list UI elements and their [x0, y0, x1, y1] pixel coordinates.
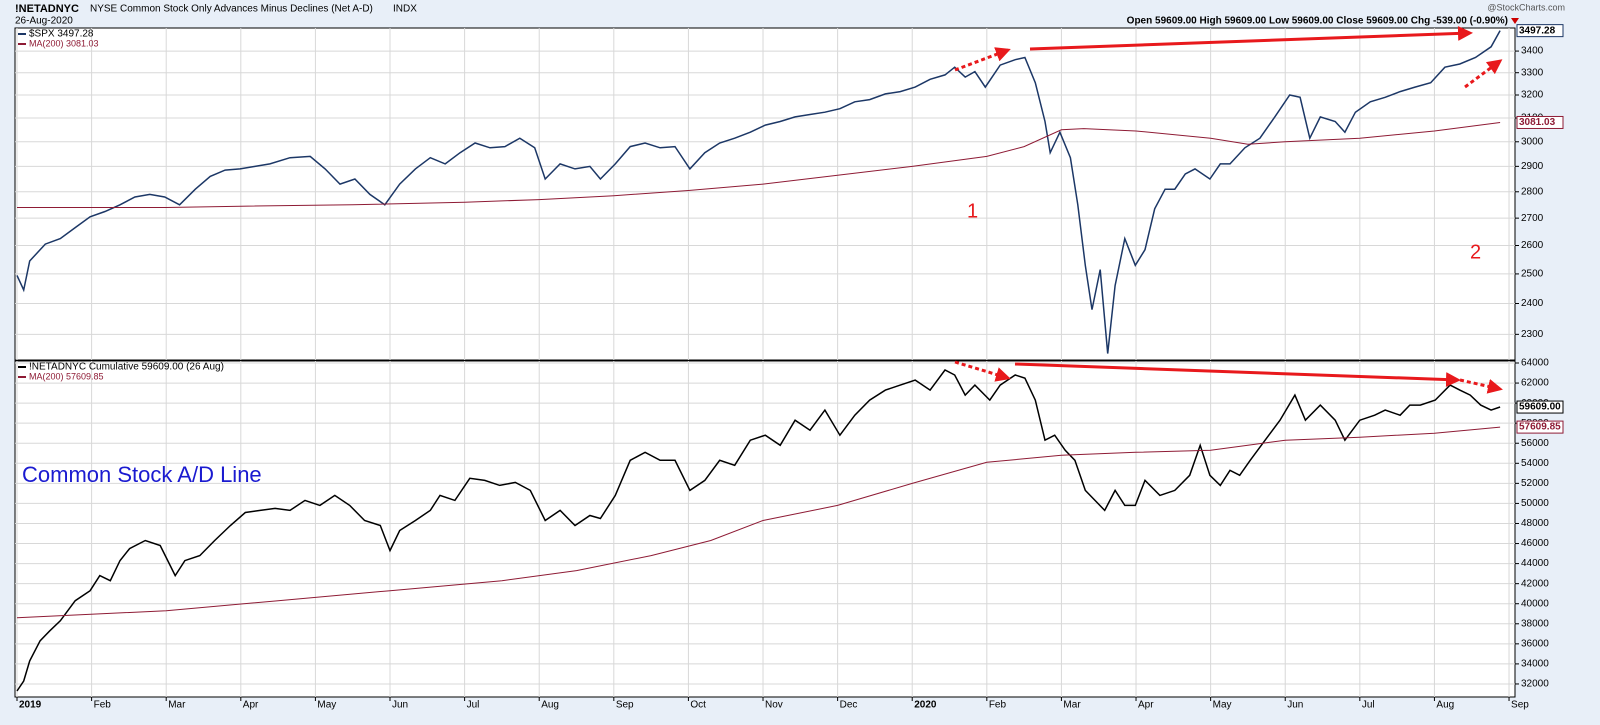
x-tick-label: Feb	[94, 700, 112, 711]
x-tick-label: 2019	[19, 700, 42, 711]
exchange: INDX	[393, 4, 417, 15]
y-tick-label: 56000	[1521, 438, 1549, 449]
series-line	[16, 426, 1501, 619]
value-label: 59609.00	[1519, 402, 1561, 413]
arrow	[1029, 25, 1473, 51]
legend-label: MA(200) 3081.03	[29, 38, 99, 48]
source: @StockCharts.com	[1487, 2, 1565, 12]
breadth-panel	[14, 360, 1516, 698]
y-tick-label: 2300	[1521, 329, 1544, 340]
y-tick-label: 2600	[1521, 240, 1544, 251]
legend-label: MA(200) 57609.85	[29, 371, 104, 381]
arrow	[954, 360, 1011, 382]
y-tick-label: 32000	[1521, 679, 1549, 690]
x-tick-label: Jul	[1362, 700, 1375, 711]
x-tick-label: Aug	[1436, 700, 1454, 711]
x-tick-label: Apr	[1138, 700, 1154, 711]
y-tick-label: 62000	[1521, 378, 1549, 389]
x-tick-label: Jun	[392, 700, 408, 711]
y-tick-label: 38000	[1521, 618, 1549, 629]
y-tick-label: 64000	[1521, 358, 1549, 369]
y-tick-label: 3400	[1521, 46, 1544, 57]
annotation-arrows	[954, 25, 1503, 394]
series-layer	[16, 30, 1501, 692]
annotation: 1	[967, 200, 978, 222]
price-panel	[14, 27, 1516, 361]
series-line	[16, 30, 1501, 354]
y-tick-label: 34000	[1521, 659, 1549, 670]
x-tick-label: Aug	[541, 700, 559, 711]
value-box	[1516, 420, 1564, 434]
x-tick-label: Mar	[1063, 700, 1081, 711]
x-tick-label: Jul	[467, 700, 480, 711]
y-tick-label: 44000	[1521, 558, 1549, 569]
symbol: !NETADNYC	[15, 3, 79, 15]
y-tick-label: 46000	[1521, 538, 1549, 549]
x-tick-label: Nov	[765, 700, 783, 711]
x-tick-label: Jun	[1287, 700, 1303, 711]
y-tick-label: 2800	[1521, 186, 1544, 197]
y-tick-label: 42000	[1521, 578, 1549, 589]
arrow	[1014, 362, 1461, 388]
arrow	[954, 47, 1011, 72]
down-arrow	[1511, 18, 1519, 24]
y-tick-label: 3200	[1521, 90, 1544, 101]
y-tick-label: 54000	[1521, 458, 1549, 469]
x-tick-label: Feb	[989, 700, 1007, 711]
y-tick-label: 40000	[1521, 598, 1549, 609]
y-tick-label: 2700	[1521, 213, 1544, 224]
y-tick-label: 48000	[1521, 518, 1549, 529]
x-tick-label: Oct	[690, 700, 706, 711]
y-tick-label: 52000	[1521, 478, 1549, 489]
legend-label: !NETADNYC Cumulative 59609.00 (26 Aug)	[29, 362, 224, 373]
arrow	[1464, 59, 1503, 89]
value-box	[1516, 400, 1564, 414]
x-tick-label: Sep	[1511, 700, 1529, 711]
grid	[15, 28, 1515, 697]
value-label: 3497.28	[1519, 25, 1556, 36]
y-tick-label: 50000	[1521, 498, 1549, 509]
value-label: 57609.85	[1519, 422, 1561, 433]
y-tick-label: 3000	[1521, 136, 1544, 147]
value-box	[1516, 24, 1564, 38]
legend-label: $SPX 3497.28	[29, 29, 94, 40]
y-tick-label: 36000	[1521, 638, 1549, 649]
x-tick-label: May	[317, 700, 336, 711]
x-tick-label: Sep	[616, 700, 634, 711]
annotation: Common Stock A/D Line	[22, 462, 262, 487]
annotation: 2	[1470, 241, 1481, 263]
y-tick-label: 2500	[1521, 269, 1544, 280]
x-tick-label: Apr	[243, 700, 259, 711]
quote: Open 59609.00 High 59609.00 Low 59609.00…	[1127, 16, 1508, 27]
y-tick-label: 3300	[1521, 67, 1544, 78]
x-tick-label: May	[1213, 700, 1232, 711]
x-tick-label: Dec	[840, 700, 858, 711]
value-label: 3081.03	[1519, 117, 1556, 128]
y-tick-label: 2900	[1521, 161, 1544, 172]
value-box	[1516, 115, 1564, 129]
series-line	[17, 122, 1501, 208]
description: NYSE Common Stock Only Advances Minus De…	[90, 4, 373, 15]
x-tick-label: Mar	[168, 700, 186, 711]
x-tick-label: 2020	[914, 700, 937, 711]
y-tick-label: 2400	[1521, 298, 1544, 309]
date: 26-Aug-2020	[15, 16, 73, 27]
